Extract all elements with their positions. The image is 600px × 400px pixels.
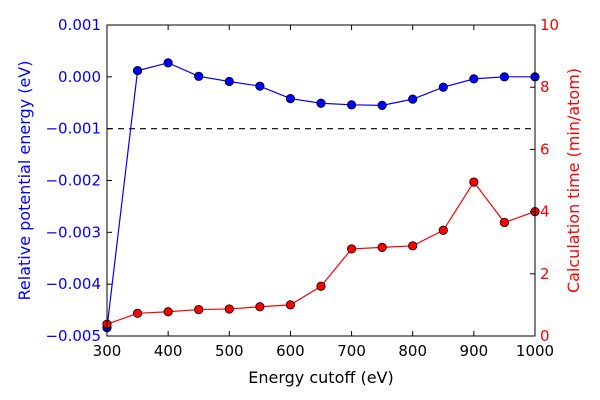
left-y-tick-label: −0.003 bbox=[45, 223, 101, 241]
right-y-tick-label: 10 bbox=[540, 16, 559, 34]
right-y-tick-label: 4 bbox=[540, 203, 550, 221]
left-y-axis-label: Relative potential energy (eV) bbox=[15, 61, 34, 301]
data-point-time bbox=[377, 242, 387, 252]
tick-layer: 300 400 500 600 700 800 900 1000 0.001 0.000 −0.00… bbox=[45, 16, 559, 360]
x-axis-label: Energy cutoff (eV) bbox=[248, 368, 393, 387]
right-y-tick-label: 6 bbox=[540, 140, 550, 158]
x-tick-label: 800 bbox=[398, 342, 427, 360]
data-point-energy bbox=[346, 100, 357, 110]
data-point-time bbox=[163, 307, 173, 317]
data-point-energy bbox=[377, 100, 387, 110]
right-y-tick-label: 8 bbox=[540, 78, 550, 96]
right-y-tick-label: 0 bbox=[540, 327, 550, 345]
left-y-tick-label: −0.005 bbox=[45, 327, 101, 345]
left-y-tick-label: −0.001 bbox=[45, 120, 101, 138]
data-point-energy bbox=[194, 71, 204, 81]
x-tick-label: 700 bbox=[337, 342, 366, 360]
data-point-time bbox=[224, 304, 234, 314]
data-point-time bbox=[346, 244, 357, 254]
data-point-energy bbox=[255, 81, 265, 91]
data-point-energy bbox=[285, 94, 296, 104]
data-point-energy bbox=[408, 94, 418, 104]
data-point-time bbox=[194, 304, 204, 315]
data-point-time bbox=[255, 302, 265, 312]
right-y-tick-label: 2 bbox=[540, 265, 550, 283]
data-point-time bbox=[132, 308, 143, 318]
x-tick-label: 500 bbox=[215, 342, 244, 360]
data-point-energy bbox=[438, 82, 448, 92]
data-point-time bbox=[316, 281, 326, 291]
data-point-time bbox=[408, 241, 418, 251]
x-tick-label: 1000 bbox=[516, 342, 554, 360]
data-point-energy bbox=[499, 72, 510, 82]
data-point-energy bbox=[224, 76, 234, 87]
left-y-tick-label: −0.002 bbox=[45, 172, 101, 190]
x-tick-label: 300 bbox=[93, 342, 122, 360]
right-y-axis-label: Calculation time (min/atom) bbox=[564, 68, 583, 293]
x-tick-label: 600 bbox=[276, 342, 305, 360]
data-point-time bbox=[469, 177, 479, 187]
series-layer bbox=[102, 58, 540, 333]
data-point-time bbox=[438, 225, 448, 235]
data-point-time bbox=[285, 300, 296, 310]
data-point-energy bbox=[316, 98, 326, 108]
x-tick-label: 900 bbox=[460, 342, 489, 360]
left-y-tick-label: 0.000 bbox=[58, 68, 101, 86]
data-point-energy bbox=[132, 66, 143, 76]
series-line-time bbox=[106, 181, 536, 325]
data-point-energy bbox=[469, 74, 479, 84]
x-tick-label: 400 bbox=[154, 342, 183, 360]
data-point-time bbox=[499, 217, 510, 228]
left-y-tick-label: 0.001 bbox=[58, 16, 101, 34]
data-point-energy bbox=[163, 58, 173, 68]
left-y-tick-label: −0.004 bbox=[45, 275, 101, 293]
